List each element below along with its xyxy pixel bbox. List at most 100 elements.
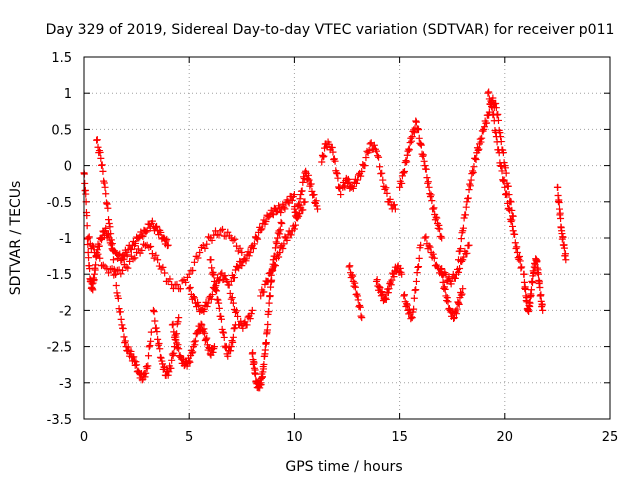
data-point	[270, 261, 278, 269]
series-arc-16	[396, 117, 446, 242]
data-point	[441, 285, 449, 293]
data-point	[157, 354, 165, 362]
data-point	[426, 190, 434, 198]
data-point	[198, 321, 206, 329]
data-point	[403, 301, 411, 309]
series-arc-6	[185, 269, 256, 332]
series-arc-8	[227, 191, 298, 285]
data-point	[153, 222, 161, 230]
data-point	[273, 239, 281, 247]
data-point	[405, 146, 413, 154]
data-point	[556, 205, 564, 213]
data-point	[201, 244, 209, 252]
data-point	[156, 353, 164, 361]
data-point	[410, 305, 418, 313]
data-point	[348, 271, 356, 279]
data-point	[260, 288, 268, 296]
data-point	[210, 343, 218, 351]
data-point	[288, 196, 296, 204]
data-point	[207, 295, 215, 303]
data-point	[376, 284, 384, 292]
series-arc-7	[206, 256, 239, 360]
data-point	[231, 308, 239, 316]
data-point	[170, 328, 178, 336]
data-point	[94, 250, 102, 258]
data-point	[228, 294, 236, 302]
grid-lines	[84, 57, 610, 419]
data-point	[191, 341, 199, 349]
data-point	[520, 270, 528, 278]
data-point	[281, 205, 289, 213]
data-point	[234, 263, 242, 271]
data-point	[227, 277, 235, 285]
data-point	[358, 167, 366, 175]
data-point	[457, 245, 465, 253]
data-point	[192, 337, 200, 345]
data-point	[220, 329, 228, 337]
data-point	[458, 290, 466, 298]
data-point	[352, 179, 360, 187]
data-point	[455, 300, 463, 308]
data-point	[293, 212, 301, 220]
data-point	[247, 310, 255, 318]
data-point	[513, 248, 521, 256]
data-point	[98, 161, 106, 169]
data-point	[185, 357, 193, 365]
data-point	[217, 312, 225, 320]
data-point	[378, 169, 386, 177]
data-point	[278, 220, 286, 228]
series-arc-17	[400, 241, 425, 323]
data-point	[356, 301, 364, 309]
data-point	[422, 165, 430, 173]
data-point	[147, 243, 155, 251]
y-tick-label: -1.5	[47, 268, 72, 283]
data-point	[373, 276, 381, 284]
data-point	[311, 198, 319, 206]
data-point	[428, 197, 436, 205]
data-point	[464, 194, 472, 202]
data-point	[370, 141, 378, 149]
y-axis-label: SDTVAR / TECUs	[8, 181, 24, 296]
data-point	[148, 250, 156, 258]
data-point	[403, 158, 411, 166]
data-point	[408, 133, 416, 141]
data-point	[443, 294, 451, 302]
y-tick-label: 1.5	[51, 51, 72, 66]
data-point	[227, 343, 235, 351]
data-point	[379, 290, 387, 298]
data-point	[215, 299, 223, 307]
data-point	[351, 283, 359, 291]
data-point	[443, 297, 451, 305]
data-point	[457, 235, 465, 243]
data-point	[331, 157, 339, 165]
data-point	[554, 183, 562, 191]
data-point	[492, 133, 500, 141]
data-point	[161, 364, 169, 372]
data-point	[513, 243, 521, 251]
data-point	[465, 186, 473, 194]
data-point	[484, 89, 492, 97]
data-point	[509, 222, 517, 230]
data-point	[262, 339, 270, 347]
data-point	[349, 272, 357, 280]
data-point	[130, 357, 138, 365]
data-point	[438, 234, 446, 242]
data-point	[402, 157, 410, 165]
data-point	[127, 347, 135, 355]
data-point	[118, 321, 126, 329]
data-point	[490, 110, 498, 118]
data-point	[157, 228, 165, 236]
data-point	[412, 117, 420, 125]
data-point	[200, 308, 208, 316]
x-axis-label: GPS time / hours	[285, 459, 402, 475]
series-arc-5	[168, 320, 218, 370]
data-point	[430, 254, 438, 262]
data-point	[262, 217, 270, 225]
data-point	[401, 167, 409, 175]
data-point	[192, 252, 200, 260]
data-point	[398, 172, 406, 180]
data-point	[458, 257, 466, 265]
data-point	[156, 345, 164, 353]
data-point	[506, 206, 514, 214]
data-point	[190, 258, 198, 266]
